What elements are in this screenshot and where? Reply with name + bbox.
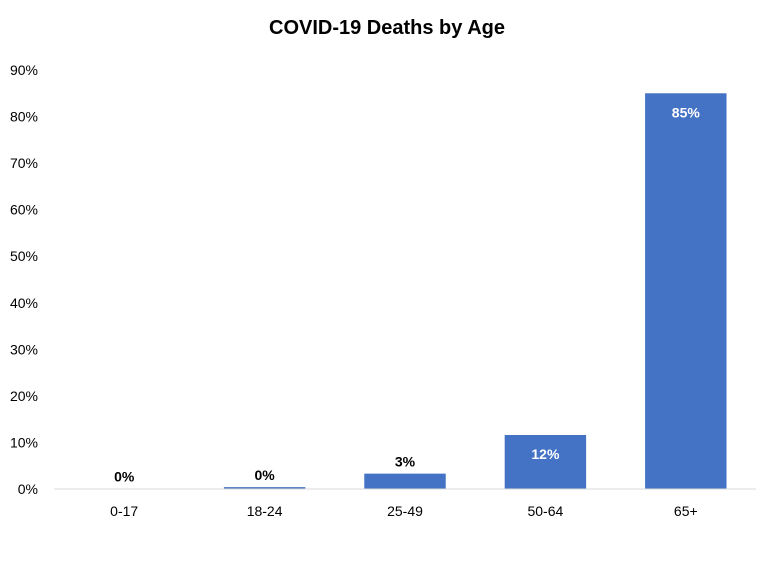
bar-50-64 [504,434,587,489]
y-tick-label: 0% [18,481,38,497]
y-tick-label: 50% [10,248,38,264]
y-tick-label: 70% [10,155,38,171]
data-label: 3% [395,454,416,470]
x-tick-label: 50-64 [527,503,563,519]
y-tick-label: 40% [10,295,38,311]
bar-18-24 [223,487,306,489]
y-tick-label: 60% [10,202,38,218]
y-tick-label: 80% [10,109,38,125]
y-tick-label: 20% [10,388,38,404]
y-tick-label: 90% [10,62,38,78]
y-tick-label: 30% [10,341,38,357]
chart-title: COVID-19 Deaths by Age [269,17,505,39]
x-tick-label: 25-49 [387,503,423,519]
data-label: 85% [672,104,701,120]
y-axis: 0% 10% 20% 30% 40% 50% 60% 70% 80% 90% [10,62,38,497]
x-tick-label: 0-17 [110,503,138,519]
x-tick-label: 65+ [674,503,698,519]
data-label: 12% [531,446,560,462]
y-tick-label: 10% [10,434,38,450]
data-label: 0% [114,469,135,485]
x-axis: 0-17 18-24 25-49 50-64 65+ [110,503,697,519]
bars [83,93,727,490]
data-label: 0% [254,467,275,483]
bar-65+ [645,93,727,490]
x-tick-label: 18-24 [247,503,283,519]
bar-25-49 [364,473,446,489]
data-labels: 0% 0% 3% 12% 85% [114,104,700,484]
